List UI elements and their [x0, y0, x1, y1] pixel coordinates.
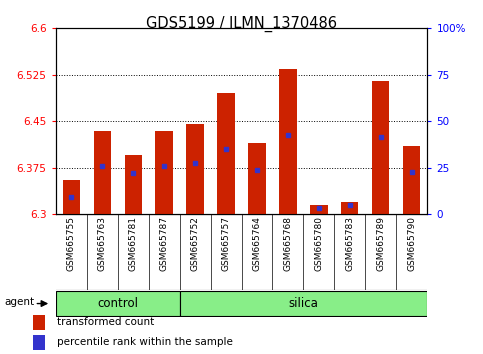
- Text: percentile rank within the sample: percentile rank within the sample: [57, 337, 233, 348]
- Bar: [94, 131, 111, 214]
- Text: GSM665783: GSM665783: [345, 216, 355, 272]
- Text: GSM665789: GSM665789: [376, 216, 385, 272]
- Text: GSM665768: GSM665768: [284, 216, 293, 272]
- Bar: [186, 124, 203, 214]
- Bar: [62, 180, 80, 214]
- Text: GSM665752: GSM665752: [190, 216, 199, 271]
- Text: agent: agent: [4, 297, 35, 307]
- Text: GSM665763: GSM665763: [98, 216, 107, 272]
- Text: transformed count: transformed count: [57, 318, 154, 327]
- Text: GSM665757: GSM665757: [222, 216, 230, 272]
- Bar: [403, 146, 421, 214]
- Bar: [33, 335, 44, 350]
- Bar: [372, 81, 389, 214]
- Bar: [217, 93, 235, 214]
- Bar: [280, 69, 297, 214]
- Bar: [341, 202, 358, 214]
- Bar: [180, 291, 427, 316]
- Bar: [56, 291, 180, 316]
- Bar: [33, 315, 44, 330]
- Text: GSM665755: GSM665755: [67, 216, 75, 272]
- Text: GSM665764: GSM665764: [253, 216, 261, 271]
- Text: silica: silica: [288, 297, 318, 310]
- Bar: [311, 205, 327, 214]
- Bar: [156, 131, 172, 214]
- Text: control: control: [97, 297, 138, 310]
- Text: GSM665790: GSM665790: [408, 216, 416, 272]
- Text: GDS5199 / ILMN_1370486: GDS5199 / ILMN_1370486: [146, 16, 337, 32]
- Text: GSM665787: GSM665787: [159, 216, 169, 272]
- Text: GSM665781: GSM665781: [128, 216, 138, 272]
- Bar: [125, 155, 142, 214]
- Text: GSM665780: GSM665780: [314, 216, 324, 272]
- Bar: [248, 143, 266, 214]
